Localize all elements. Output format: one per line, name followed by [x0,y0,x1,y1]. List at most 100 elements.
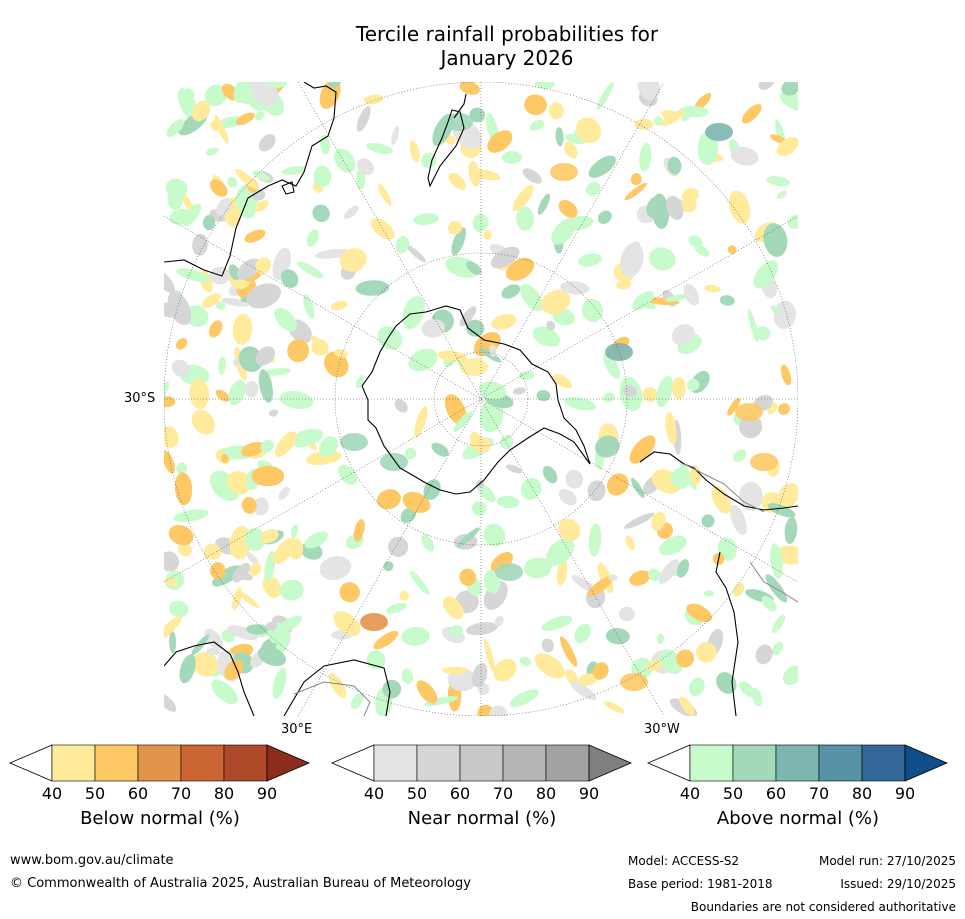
probability-patch [505,257,535,281]
probability-patch [588,523,602,557]
probability-patch [578,673,598,686]
probability-patch [179,654,196,684]
probability-patch [246,551,260,566]
probability-patch [174,472,193,505]
colorbar-swatch [545,744,590,782]
colorbar-above-normal: 40 50 60 70 80 90 Above normal (%) [646,744,950,829]
probability-patch [238,199,256,219]
probability-patch [281,166,307,175]
africa-border [293,681,371,716]
probability-patch [578,253,602,267]
probability-patch [377,326,403,350]
probability-patch [280,269,299,288]
probability-patch [272,667,287,700]
probability-patch [388,536,409,557]
probability-patch [565,469,584,489]
probability-patch [534,653,565,679]
probability-patch [232,587,242,611]
probability-patch [239,572,253,581]
probability-patch [683,284,700,306]
probability-patch [648,568,661,582]
probability-patch [471,663,488,688]
probability-patch [780,364,792,386]
probability-patch [782,665,798,685]
probability-patch [442,596,464,620]
probability-patch [313,165,332,188]
colorbar-extend-low [330,744,375,782]
probability-patch [288,538,304,560]
probability-patch [767,503,796,518]
colorbar-above-title: Above normal (%) [716,808,880,829]
probability-patch [500,434,514,449]
website-link[interactable]: www.bom.gov.au/climate [10,853,174,868]
probability-patch [304,531,328,549]
polar-map [164,82,798,716]
colorbar-extend-low [646,744,691,782]
probability-patch [688,235,703,248]
probability-patch [210,562,226,580]
probability-patch [704,284,721,293]
tick-80: 80 [535,784,557,803]
probability-patch [404,447,417,460]
probability-patch [541,615,573,631]
probability-patch [296,261,324,279]
probability-patch [363,94,384,105]
probability-patch [402,491,431,513]
probability-patch [334,148,356,173]
probability-patch [319,436,338,458]
probability-patch [167,291,192,326]
probability-patch [630,173,642,186]
probability-patch [319,556,352,581]
probability-patch [227,176,238,188]
probability-patch [164,381,169,401]
probability-patch [183,88,195,102]
colorbar-extend-low [8,744,53,782]
probability-patch [471,169,501,181]
probability-patch [226,470,252,495]
probability-patch [625,535,635,551]
probability-patch [164,270,175,293]
probability-patch [227,625,258,641]
probability-patch [778,482,798,508]
probability-patch [310,335,329,354]
probability-patch [491,313,517,330]
probability-patch [694,93,712,111]
probability-patch [665,411,677,445]
probability-patch [244,229,266,243]
colorbar-below-normal: 40 50 60 70 80 90 Below normal (%) [8,744,312,829]
probability-patch [501,151,523,164]
probability-patch [215,389,230,402]
probability-patch [512,387,526,395]
probability-patch [690,465,701,485]
probability-patch [414,406,428,438]
probability-patch [459,306,477,327]
probability-patch [483,230,492,240]
probability-patch [251,465,285,487]
probability-patch [171,359,190,378]
base-period: Base period: 1981-2018 [628,877,773,891]
probability-patch [444,394,467,425]
probability-patch [210,179,228,197]
probability-patch [236,258,261,280]
probability-patch [624,182,648,201]
probability-patch [241,496,257,514]
probability-patch [249,562,262,576]
colorbar-extend-high [266,744,311,782]
probability-patch [192,233,208,256]
probability-patch [164,551,180,572]
south-america-coast [639,451,798,716]
probability-patch-strong [460,358,488,376]
probability-patch-strong [495,563,523,581]
probability-patch [688,677,705,697]
probability-patch [719,295,735,306]
probability-patch [630,477,645,499]
probability-patch [493,658,517,682]
probability-patch [339,248,367,272]
probability-patch [755,644,773,665]
colorbar-near-swatches [330,744,633,782]
probability-patch [448,172,467,190]
probability-patch [232,313,253,345]
probability-patch [770,305,781,315]
probability-patch [558,489,577,506]
andes-border [683,463,798,603]
